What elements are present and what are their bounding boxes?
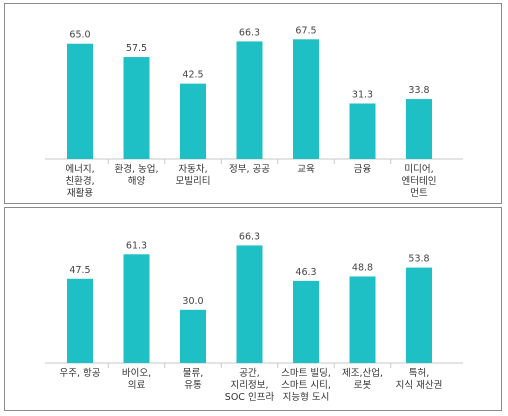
bar-bottom-5 bbox=[349, 276, 376, 363]
category-label-bottom-0: 우주, 항공 bbox=[60, 368, 101, 379]
value-label-bottom-4: 46.3 bbox=[295, 267, 316, 278]
value-label-top-4: 67.5 bbox=[295, 25, 316, 36]
bar-chart-top: 65.0 에너지, 친환경, 재활용 57.5 환경, 농업, 해양 42.5 자동차, 모빌리티… bbox=[45, 25, 463, 199]
value-label-bottom-5: 48.8 bbox=[352, 262, 373, 273]
category-label-bottom-1: 바이오, 의료 bbox=[122, 368, 151, 391]
bar-chart-bottom: 47.5 우주, 항공 61.3 바이오, 의료 30.0 물류, 유통 66.3 공간, 지리정보… bbox=[45, 231, 463, 403]
chart-panel-bottom: 47.5 우주, 항공 61.3 바이오, 의료 30.0 물류, 유통 66.3 공간, 지리정보… bbox=[4, 207, 502, 411]
category-label-top-0: 에너지, 친환경, 재활용 bbox=[65, 164, 94, 199]
category-label-bottom-6: 특허, 지식 재산권 bbox=[396, 368, 443, 391]
bar-top-3 bbox=[236, 41, 263, 159]
bar-bottom-3 bbox=[236, 245, 263, 363]
category-label-top-4: 교육 bbox=[297, 164, 315, 175]
value-label-bottom-3: 66.3 bbox=[239, 231, 260, 242]
bar-top-6 bbox=[406, 99, 432, 159]
chart-panel-top: 65.0 에너지, 친환경, 재활용 57.5 환경, 농업, 해양 42.5 자동차, 모빌리티… bbox=[4, 3, 502, 204]
category-label-bottom-4: 스마트 빌딩, 스마트 시티, 지능형 도시 bbox=[281, 368, 331, 403]
bar-bottom-1 bbox=[123, 254, 150, 363]
value-label-top-0: 65.0 bbox=[69, 30, 90, 41]
value-label-top-6: 33.8 bbox=[408, 85, 429, 96]
category-label-top-6: 미디어, 엔터테인 먼트 bbox=[402, 164, 437, 199]
category-label-top-1: 환경, 농업, 해양 bbox=[114, 163, 158, 187]
value-label-bottom-6: 53.8 bbox=[408, 254, 429, 265]
value-label-bottom-1: 61.3 bbox=[126, 240, 147, 251]
bar-top-0 bbox=[67, 43, 93, 159]
category-label-bottom-5: 제조,산업, 로봇 bbox=[342, 367, 383, 391]
value-label-top-5: 31.3 bbox=[352, 89, 373, 100]
category-label-top-2: 자동차, 모빌리티 bbox=[176, 163, 211, 187]
bar-top-5 bbox=[349, 103, 376, 159]
bar-top-1 bbox=[123, 57, 150, 159]
value-label-bottom-2: 30.0 bbox=[182, 296, 203, 307]
bar-top-4 bbox=[293, 39, 319, 159]
value-label-top-2: 42.5 bbox=[182, 70, 203, 81]
category-label-top-3: 정부, 공공 bbox=[229, 164, 270, 175]
category-label-bottom-3: 공간, 지리정보, SOC 인프라 bbox=[225, 368, 275, 403]
bar-bottom-2 bbox=[180, 309, 206, 363]
bar-bottom-4 bbox=[293, 280, 319, 363]
category-label-top-5: 금융 bbox=[354, 164, 372, 175]
bar-bottom-6 bbox=[406, 267, 432, 363]
bar-bottom-0 bbox=[67, 278, 93, 363]
value-label-bottom-0: 47.5 bbox=[69, 265, 90, 276]
bar-top-2 bbox=[180, 83, 206, 159]
value-label-top-1: 57.5 bbox=[126, 43, 147, 54]
value-label-top-3: 66.3 bbox=[239, 27, 260, 38]
category-label-bottom-2: 물류, 유통 bbox=[183, 368, 204, 391]
